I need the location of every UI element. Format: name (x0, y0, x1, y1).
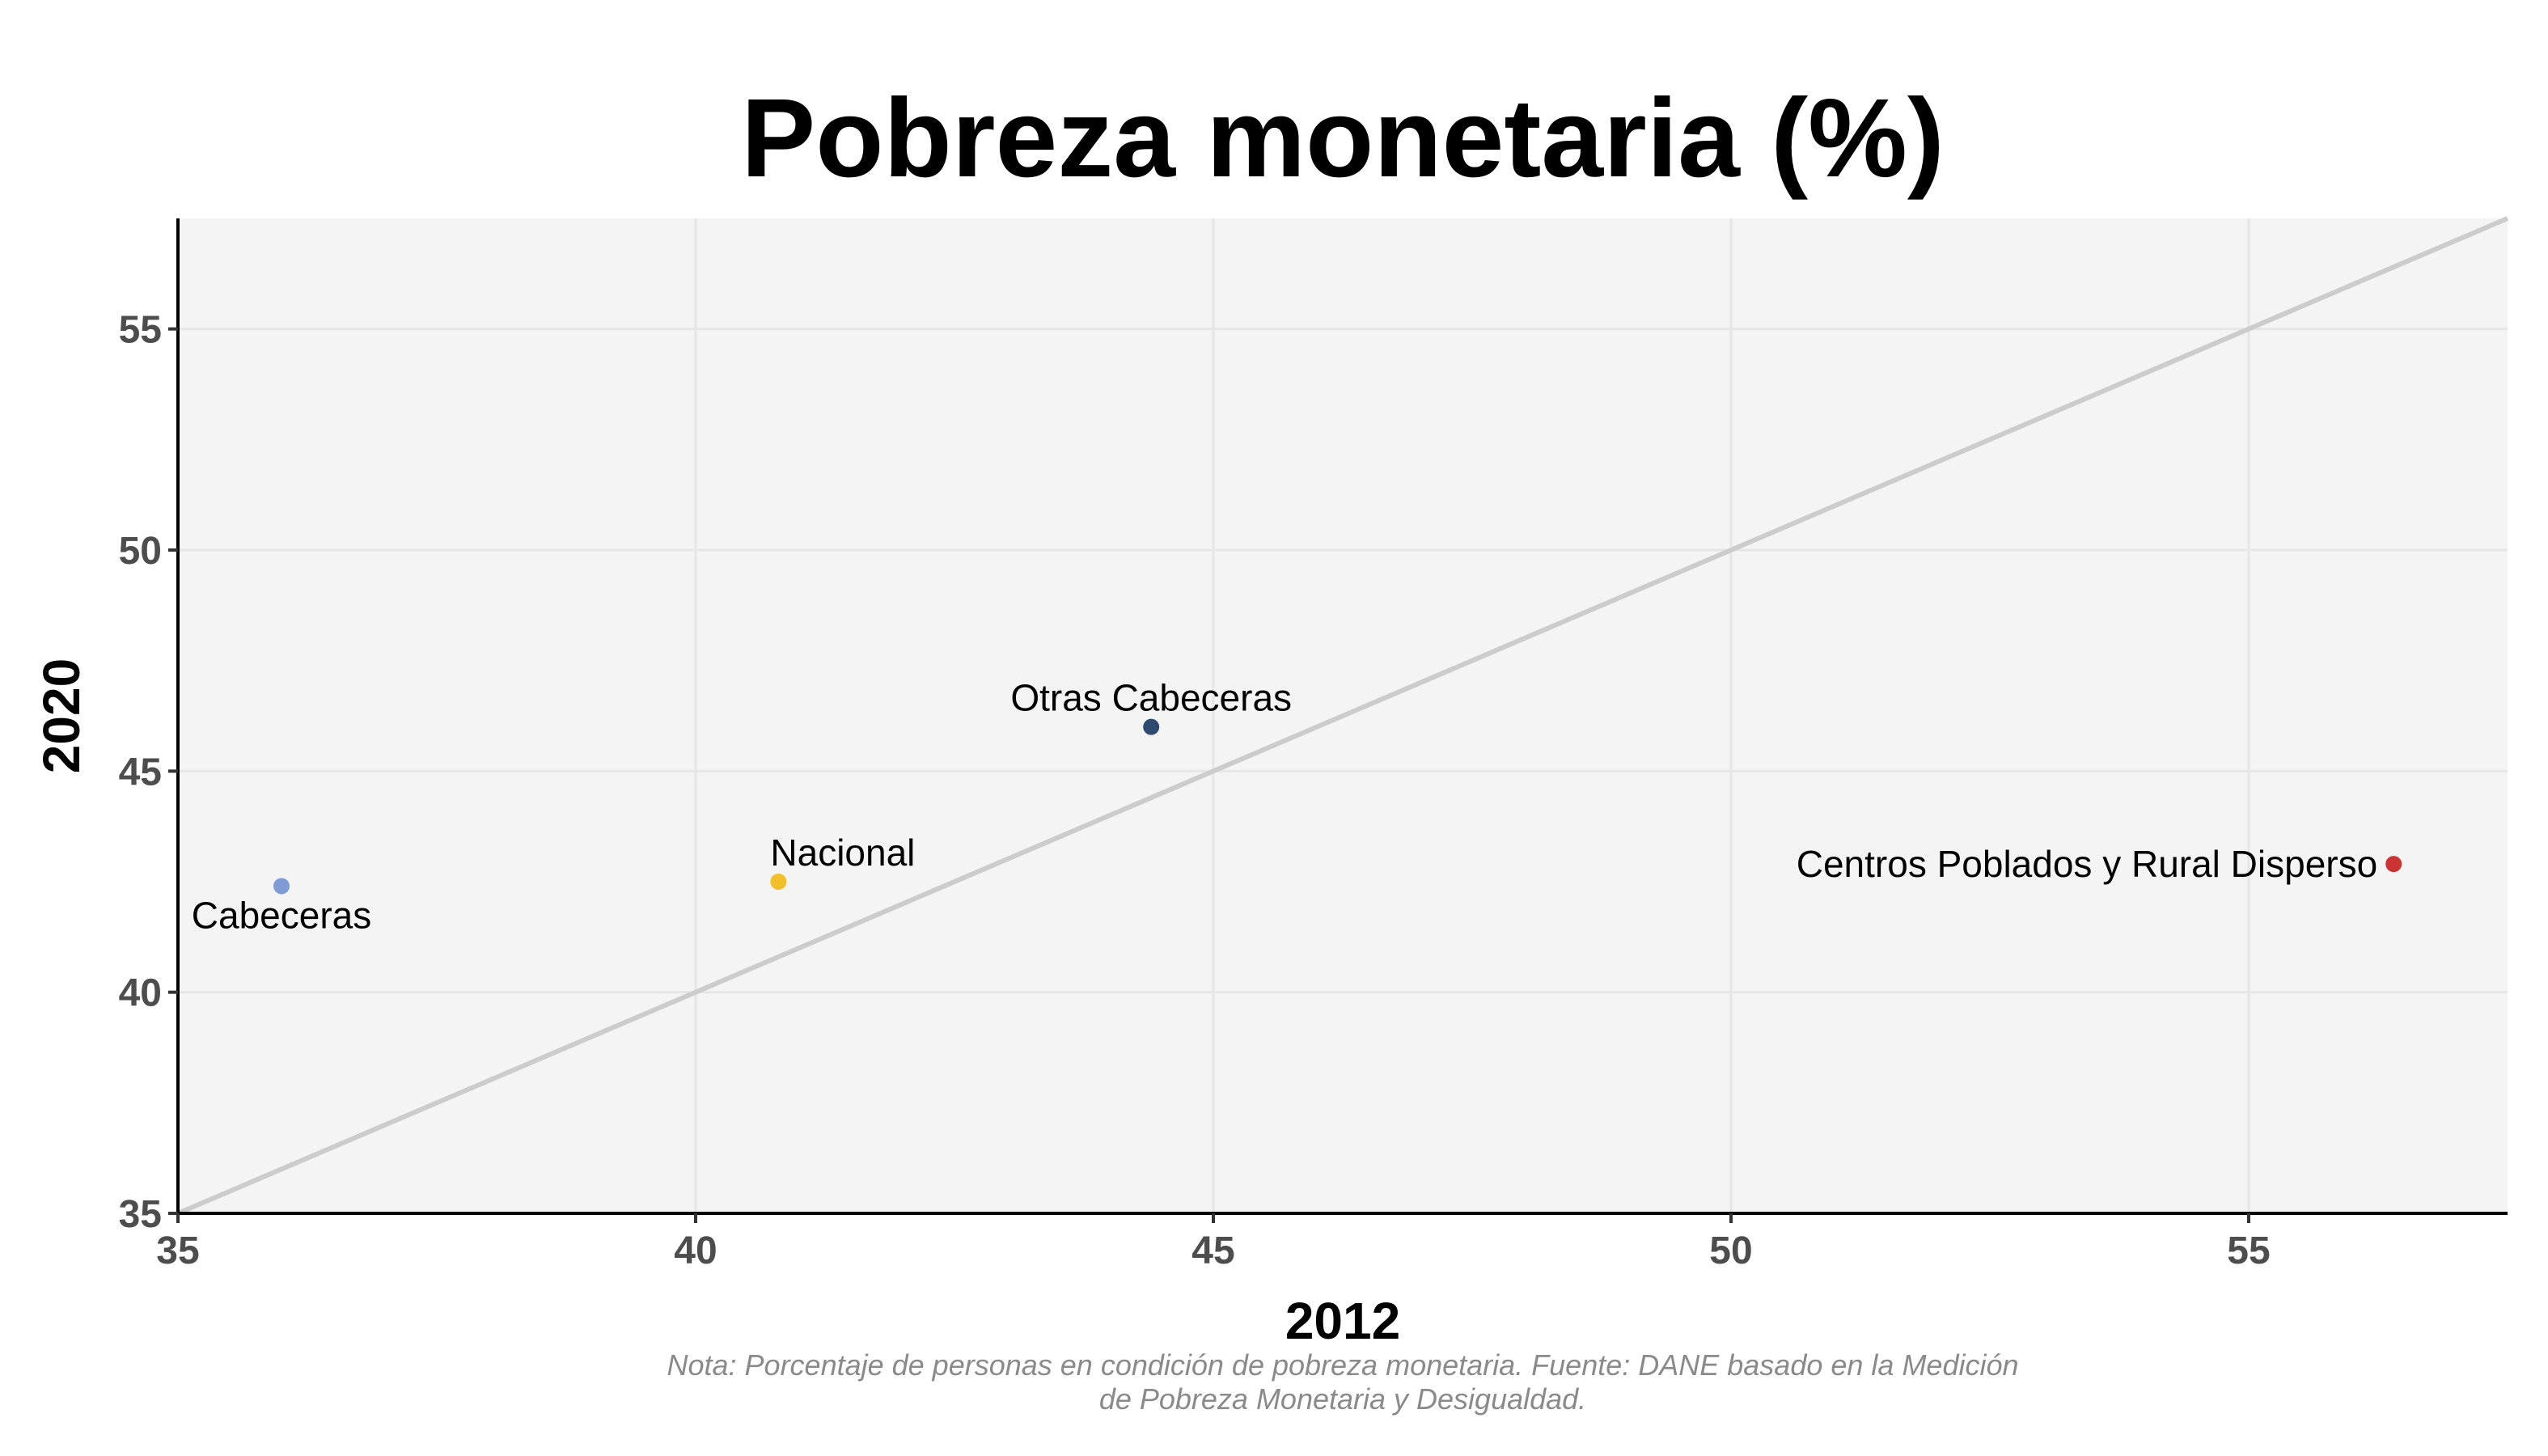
footnote-line-2: de Pobreza Monetaria y Desigualdad. (1099, 1382, 1586, 1416)
x-axis-ticks: 35 40 45 50 55 (156, 1213, 2271, 1272)
point-label-1: Nacional (770, 832, 915, 874)
data-point-3 (2385, 856, 2402, 873)
y-tick-label-45: 45 (119, 751, 162, 794)
point-label-2: Otras Cabeceras (1010, 677, 1292, 719)
y-axis-title: 2020 (32, 658, 91, 773)
point-label-0: Cabeceras (192, 894, 371, 936)
y-tick-label-55: 55 (119, 309, 162, 352)
data-points (273, 718, 2402, 895)
reference-line-y-equals-x (176, 216, 2509, 1216)
grid-lines (178, 218, 2508, 1213)
y-tick-label-50: 50 (119, 530, 162, 573)
point-label-3: Centros Poblados y Rural Disperso (1797, 843, 2377, 885)
x-axis-title: 2012 (1285, 1292, 1400, 1350)
footnote-line-1: Nota: Porcentaje de personas en condició… (667, 1348, 2018, 1382)
data-point-0 (273, 878, 290, 895)
y-axis-ticks: 35 40 45 50 55 (119, 309, 178, 1236)
x-tick-label-50: 50 (1709, 1230, 1752, 1272)
chart-title: Pobreza monetaria (%) (741, 76, 1945, 201)
point-labels: Cabeceras Nacional Otras Cabeceras Centros … (192, 677, 2377, 937)
data-point-1 (770, 874, 787, 890)
x-tick-label-35: 35 (156, 1230, 199, 1272)
data-point-2 (1143, 718, 1160, 735)
x-tick-label-45: 45 (1191, 1230, 1234, 1272)
y-tick-label-40: 40 (119, 972, 162, 1015)
y-tick-label-35: 35 (119, 1193, 162, 1236)
x-tick-label-55: 55 (2227, 1230, 2270, 1272)
x-tick-label-40: 40 (674, 1230, 717, 1272)
